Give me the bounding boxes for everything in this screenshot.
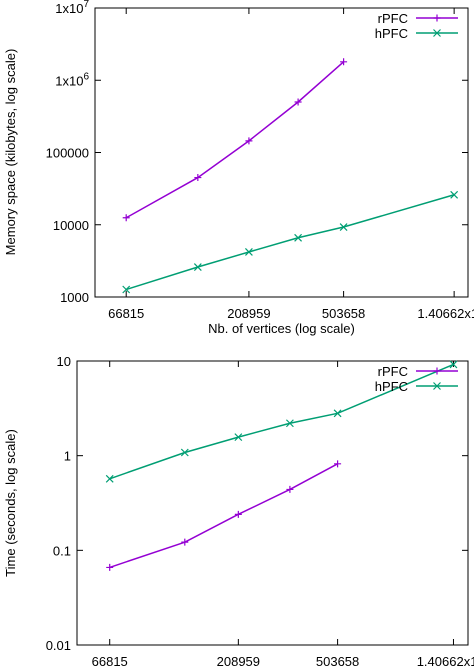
time-series-hpfc-point xyxy=(333,409,342,418)
memory-y-tick-label: 1x107 xyxy=(55,0,89,16)
time-y-tick-label: 0.01 xyxy=(46,638,71,653)
memory-plot-frame xyxy=(94,7,469,298)
memory-series-hpfc-point xyxy=(294,233,303,242)
time-x-tick-label: 66815 xyxy=(92,654,128,669)
time-legend-label-hpfc: hPFC xyxy=(375,379,408,394)
time-series xyxy=(105,360,458,571)
time-legend-marker-rpfc xyxy=(433,367,441,375)
time-x-tick-label: 208959 xyxy=(217,654,260,669)
memory-series-hpfc-point xyxy=(193,263,202,271)
time-series-hpfc-point xyxy=(105,474,114,483)
memory-x-tick-label: 503658 xyxy=(322,306,365,321)
memory-series-rpfc-point xyxy=(294,98,302,106)
memory-legend-marker-hpfc xyxy=(433,29,441,37)
memory-series-rpfc-point xyxy=(194,174,202,182)
memory-series-hpfc-point xyxy=(244,248,253,256)
time-series-hpfc-point xyxy=(285,419,294,428)
memory-series-rpfc-point xyxy=(340,58,348,66)
time-x-tick-label: 503658 xyxy=(316,654,359,669)
time-series-rpfc-point xyxy=(334,460,342,468)
time-series-hpfc-point xyxy=(449,360,458,369)
time-legend-marker-hpfc xyxy=(433,382,441,390)
memory-y-axis-label: Memory space (kilobytes, log scale) xyxy=(3,49,18,256)
memory-series-hpfc-point xyxy=(450,190,459,199)
time-series-hpfc-line xyxy=(109,363,454,480)
memory-x-tick-label: 208959 xyxy=(227,306,270,321)
time-legend-label-rpfc: rPFC xyxy=(378,364,408,379)
memory-x-tick-label: 66815 xyxy=(108,306,144,321)
memory-legend-marker-rpfc xyxy=(433,14,441,22)
memory-chart: 1000 10000 100000 1x106 1x107 66815 208959 503… xyxy=(3,0,474,336)
time-series-rpfc-point xyxy=(106,563,114,571)
time-y-ticks: 0.01 0.1 1 10 xyxy=(46,354,468,653)
time-series-rpfc-point xyxy=(234,510,242,518)
memory-legend-label-rpfc: rPFC xyxy=(378,11,408,26)
time-series-hpfc-point xyxy=(234,433,243,442)
memory-series xyxy=(122,58,459,294)
time-y-axis-label: Time (seconds, log scale) xyxy=(3,429,18,577)
memory-x-tick-label: 1.40662x106 xyxy=(417,304,474,321)
memory-x-axis-label: Nb. of vertices (log scale) xyxy=(208,321,355,336)
time-series-rpfc-point xyxy=(181,538,189,546)
time-series-rpfc-point xyxy=(286,485,294,493)
time-y-tick-label: 10 xyxy=(57,354,71,369)
memory-y-tick-label: 1x106 xyxy=(55,71,89,88)
time-plot-frame xyxy=(76,360,469,646)
time-y-tick-label: 1 xyxy=(64,449,71,464)
memory-y-tick-label: 10000 xyxy=(53,218,89,233)
memory-y-ticks: 1000 10000 100000 1x106 1x107 xyxy=(46,0,468,305)
memory-series-rpfc-line xyxy=(125,61,345,219)
memory-series-hpfc-point xyxy=(122,285,131,294)
memory-legend-label-hpfc: hPFC xyxy=(375,26,408,41)
time-y-tick-label: 0.1 xyxy=(53,543,71,558)
time-x-ticks: 66815 208959 503658 1.40662x106 xyxy=(92,361,474,669)
time-series-rpfc-line xyxy=(109,463,338,569)
memory-x-ticks: 66815 208959 503658 1.40662x106 xyxy=(108,8,474,321)
memory-y-tick-label: 100000 xyxy=(46,146,89,161)
time-x-tick-label: 1.40662x106 xyxy=(417,652,474,669)
memory-series-hpfc-line xyxy=(125,194,455,291)
memory-series-hpfc-point xyxy=(339,223,348,231)
memory-series-rpfc-point xyxy=(245,137,253,145)
time-series-hpfc-point xyxy=(180,448,189,457)
memory-series-rpfc-point xyxy=(122,214,130,222)
memory-y-tick-label: 1000 xyxy=(60,290,89,305)
